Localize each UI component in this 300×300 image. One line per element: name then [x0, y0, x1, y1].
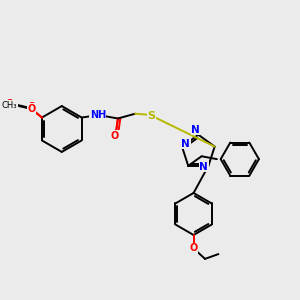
Text: O: O [27, 102, 36, 112]
Text: N: N [199, 162, 208, 172]
Text: S: S [147, 111, 155, 121]
Text: O: O [27, 104, 36, 114]
Text: NH: NH [90, 110, 106, 120]
Text: O: O [111, 131, 119, 141]
Text: N: N [191, 125, 200, 135]
Text: O: O [189, 243, 198, 254]
Text: O: O [5, 99, 13, 109]
Text: N: N [182, 139, 190, 149]
Text: CH₃: CH₃ [2, 100, 17, 109]
